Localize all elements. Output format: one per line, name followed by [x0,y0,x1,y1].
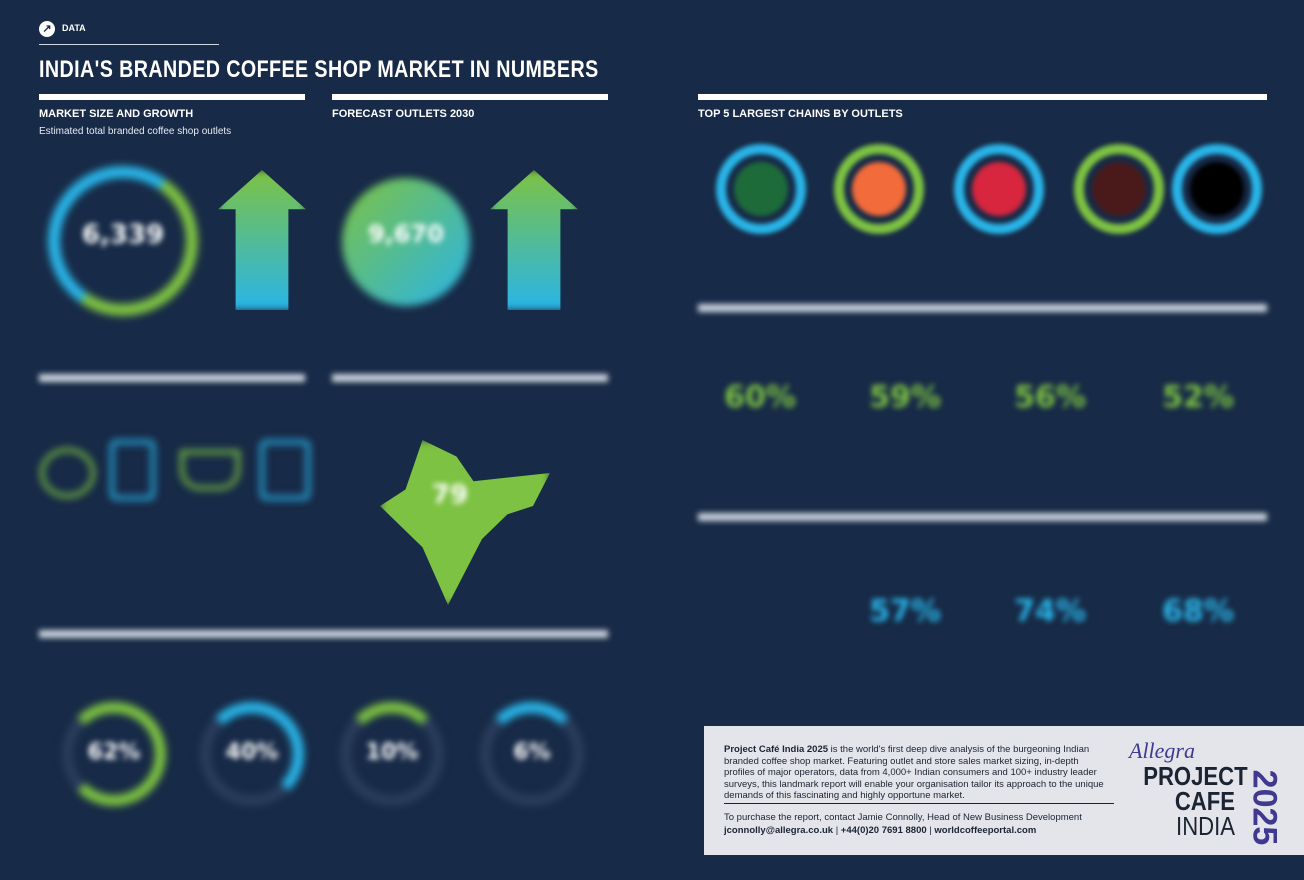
percent-ring [200,702,304,806]
divider [332,374,608,382]
cup-icon [110,440,155,500]
contact-line: jconnolly@allegra.co.uk | +44(0)20 7691 … [724,825,1036,837]
percent-value: 60% [724,380,796,415]
chain-logo [716,144,806,234]
percent-value: 40% [225,740,279,765]
section-tag: DATA [62,23,86,33]
forecast-circle [342,178,470,306]
forecast-arrow [490,170,578,310]
divider [698,304,1267,312]
logo-year: 2025 [1245,769,1284,846]
market-value: 6,339 [81,220,165,250]
separator: | [929,825,932,836]
report-description: Project Café India 2025 is the world's f… [724,744,1109,802]
coffee-icon [40,448,95,498]
percent-value: 6% [513,740,551,765]
chain-logo [1074,144,1164,234]
divider [724,803,1114,804]
percent-value: 59% [869,380,941,415]
india-map [380,440,550,605]
chain-logo [1172,144,1262,234]
map-value: 79 [431,480,469,510]
report-body: is the world's first deep dive analysis … [724,744,1104,801]
divider [698,94,1267,100]
divider [39,630,608,638]
percent-value: 68% [1162,594,1234,629]
email-link[interactable]: jconnolly@allegra.co.uk [724,825,834,836]
market-title: MARKET SIZE AND GROWTH [39,108,194,120]
percent-ring [480,702,584,806]
project-cafe-logo: PROJECT CAFE INDIA [1143,761,1248,841]
data-icon: ↗ [39,21,55,37]
percent-ring [340,702,444,806]
logo-project: PROJECT [1143,761,1248,791]
percent-value: 52% [1162,380,1234,415]
percent-value: 10% [365,740,419,765]
forecast-value: 9,670 [368,220,444,248]
report-info-panel: Project Café India 2025 is the world's f… [704,726,1304,855]
website-link[interactable]: worldcoffeeportal.com [934,825,1037,836]
percent-value: 74% [1014,594,1086,629]
percent-ring [62,702,166,806]
chains-title: TOP 5 LARGEST CHAINS BY OUTLETS [698,108,903,120]
report-name: Project Café India 2025 [724,744,829,755]
chain-logo [834,144,924,234]
divider [332,94,608,100]
contact-text: To purchase the report, contact Jamie Co… [724,812,1082,823]
chain-logo [954,144,1044,234]
logo-india: INDIA [1176,811,1235,841]
divider [39,44,219,45]
percent-value: 56% [1014,380,1086,415]
growth-arrow [218,170,306,310]
phone-link[interactable]: +44(0)20 7691 8800 [840,825,927,836]
machine-icon [260,440,310,500]
divider [39,94,305,100]
logo-cafe: CAFE [1174,786,1235,816]
market-subtitle: Estimated total branded coffee shop outl… [39,126,232,137]
divider [39,374,305,382]
forecast-title: FORECAST OUTLETS 2030 [332,108,475,120]
page-title: INDIA'S BRANDED COFFEE SHOP MARKET IN NU… [39,56,599,83]
percent-value: 57% [869,594,941,629]
separator: | [835,825,839,836]
mug-icon [180,450,240,490]
divider [698,513,1267,521]
allegra-logo: Allegra [1129,738,1195,763]
percent-value: 62% [87,740,141,765]
